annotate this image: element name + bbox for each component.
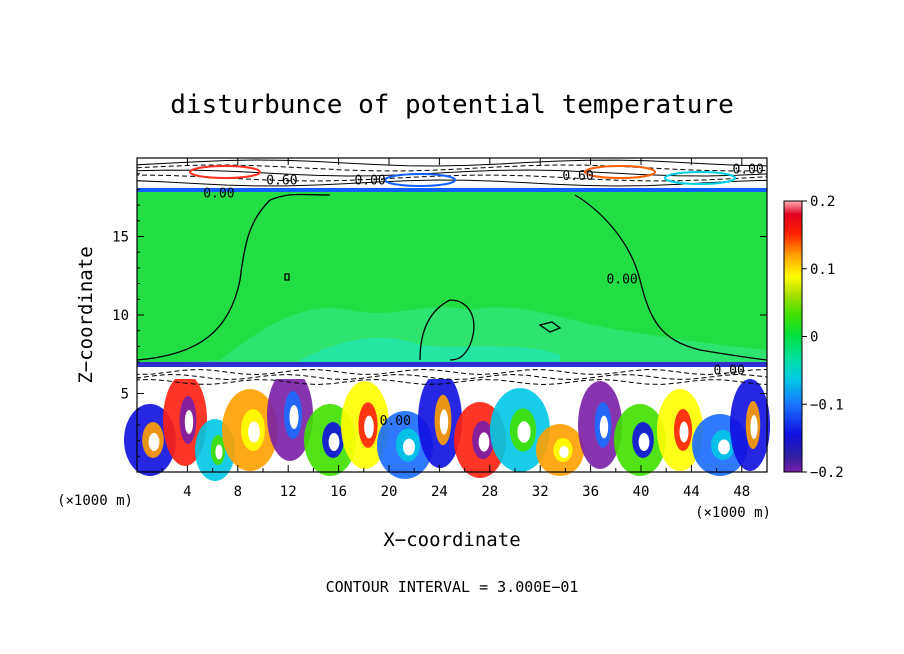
chart-title: disturbunce of potential temperature bbox=[170, 90, 734, 120]
turbulent-blob-core bbox=[517, 421, 531, 443]
turbulent-blob-core bbox=[718, 439, 730, 455]
turbulent-blob-core bbox=[439, 409, 449, 435]
y-tick-label: 10 bbox=[112, 308, 129, 324]
contour-label: 0.00 bbox=[606, 273, 637, 288]
turbulent-blob-core bbox=[215, 444, 223, 460]
turbulent-blob-core bbox=[478, 432, 490, 452]
y-tick-label: 5 bbox=[121, 387, 129, 403]
upper-contours bbox=[136, 159, 768, 187]
turbulent-blob-core bbox=[403, 438, 415, 456]
x-tick-label: 40 bbox=[633, 484, 650, 500]
contour-lines bbox=[136, 193, 768, 361]
upper-contour-line bbox=[136, 164, 768, 172]
x-tick-label: 28 bbox=[481, 484, 498, 500]
contour-interval-note: CONTOUR INTERVAL = 3.000E−01 bbox=[326, 578, 579, 596]
colorbar-tick-label: −0.1 bbox=[810, 397, 844, 413]
x-tick-label: 36 bbox=[582, 484, 599, 500]
upper-color-ring bbox=[189, 165, 261, 179]
upper-contour-line bbox=[136, 169, 768, 177]
x-ticks: 4 8 12 16 20 24 28 32 36 40 44 48 bbox=[161, 158, 750, 500]
contour-label: 0.00 bbox=[354, 174, 385, 189]
turbulent-blob-core bbox=[184, 410, 194, 434]
colorbar-ticks: 0.2 0.1 0 −0.1 −0.2 bbox=[802, 194, 844, 481]
x-tick-label: 8 bbox=[234, 484, 242, 500]
turbulent-blob-core bbox=[638, 433, 650, 451]
y-tick-label: 15 bbox=[112, 230, 129, 246]
turbulent-blob-core bbox=[248, 421, 260, 443]
x-unit-left: (×1000 m) bbox=[57, 493, 133, 509]
colorbar bbox=[783, 200, 803, 473]
upper-boundary bbox=[137, 188, 767, 192]
contour-label: 0.00 bbox=[714, 364, 745, 379]
x-unit-right: (×1000 m) bbox=[695, 505, 771, 521]
x-tick-label: 48 bbox=[733, 484, 750, 500]
x-tick-label: 16 bbox=[330, 484, 347, 500]
turbulent-blob-core bbox=[289, 405, 299, 429]
y-ticks: 5 10 15 bbox=[112, 173, 767, 457]
contour-label: 0.00 bbox=[203, 186, 234, 201]
y-axis-title: Z−coordinate bbox=[75, 246, 97, 383]
x-tick-label: 4 bbox=[183, 484, 191, 500]
middle-band-light bbox=[137, 307, 767, 365]
colorbar-tick-label: 0 bbox=[810, 330, 818, 346]
turbulent-blob-core bbox=[148, 433, 160, 451]
plot-area: 0.00 0.60 0.00 0.60 0.00 0.00 0.00 0.00 bbox=[124, 158, 770, 481]
x-tick-label: 44 bbox=[683, 484, 700, 500]
turbulent-blob-core bbox=[750, 415, 758, 439]
upper-color-ring bbox=[584, 165, 656, 179]
upper-color-ring bbox=[384, 173, 456, 187]
turbulent-blob-core bbox=[328, 433, 340, 451]
x-tick-label: 24 bbox=[431, 484, 448, 500]
x-tick-label: 20 bbox=[381, 484, 398, 500]
contour-label: 0.00 bbox=[380, 414, 411, 429]
x-tick-label: 12 bbox=[280, 484, 297, 500]
upper-contour-line bbox=[136, 179, 768, 187]
upper-contour-line bbox=[136, 159, 768, 167]
contour-label: 0.60 bbox=[266, 174, 297, 189]
x-axis-title: X−coordinate bbox=[383, 529, 520, 551]
turbulent-blob-core bbox=[599, 415, 609, 439]
contour-label: 0.60 bbox=[562, 169, 593, 184]
turbulent-blob-core bbox=[679, 421, 689, 443]
turbulent-blob-core bbox=[364, 415, 374, 439]
upper-color-ring bbox=[664, 171, 736, 185]
colorbar-tick-label: 0.1 bbox=[810, 262, 835, 278]
colorbar-tick-label: −0.2 bbox=[810, 465, 844, 481]
lower-boundary bbox=[137, 362, 767, 367]
middle-band-cyan bbox=[300, 337, 560, 365]
contour-label: 0.00 bbox=[732, 163, 763, 178]
x-tick-label: 32 bbox=[532, 484, 549, 500]
colorbar-tick-label: 0.2 bbox=[810, 194, 835, 210]
contour-labels: 0.00 0.60 0.00 0.60 0.00 0.00 0.00 0.00 bbox=[203, 163, 764, 429]
turbulent-blob-core bbox=[559, 446, 569, 458]
